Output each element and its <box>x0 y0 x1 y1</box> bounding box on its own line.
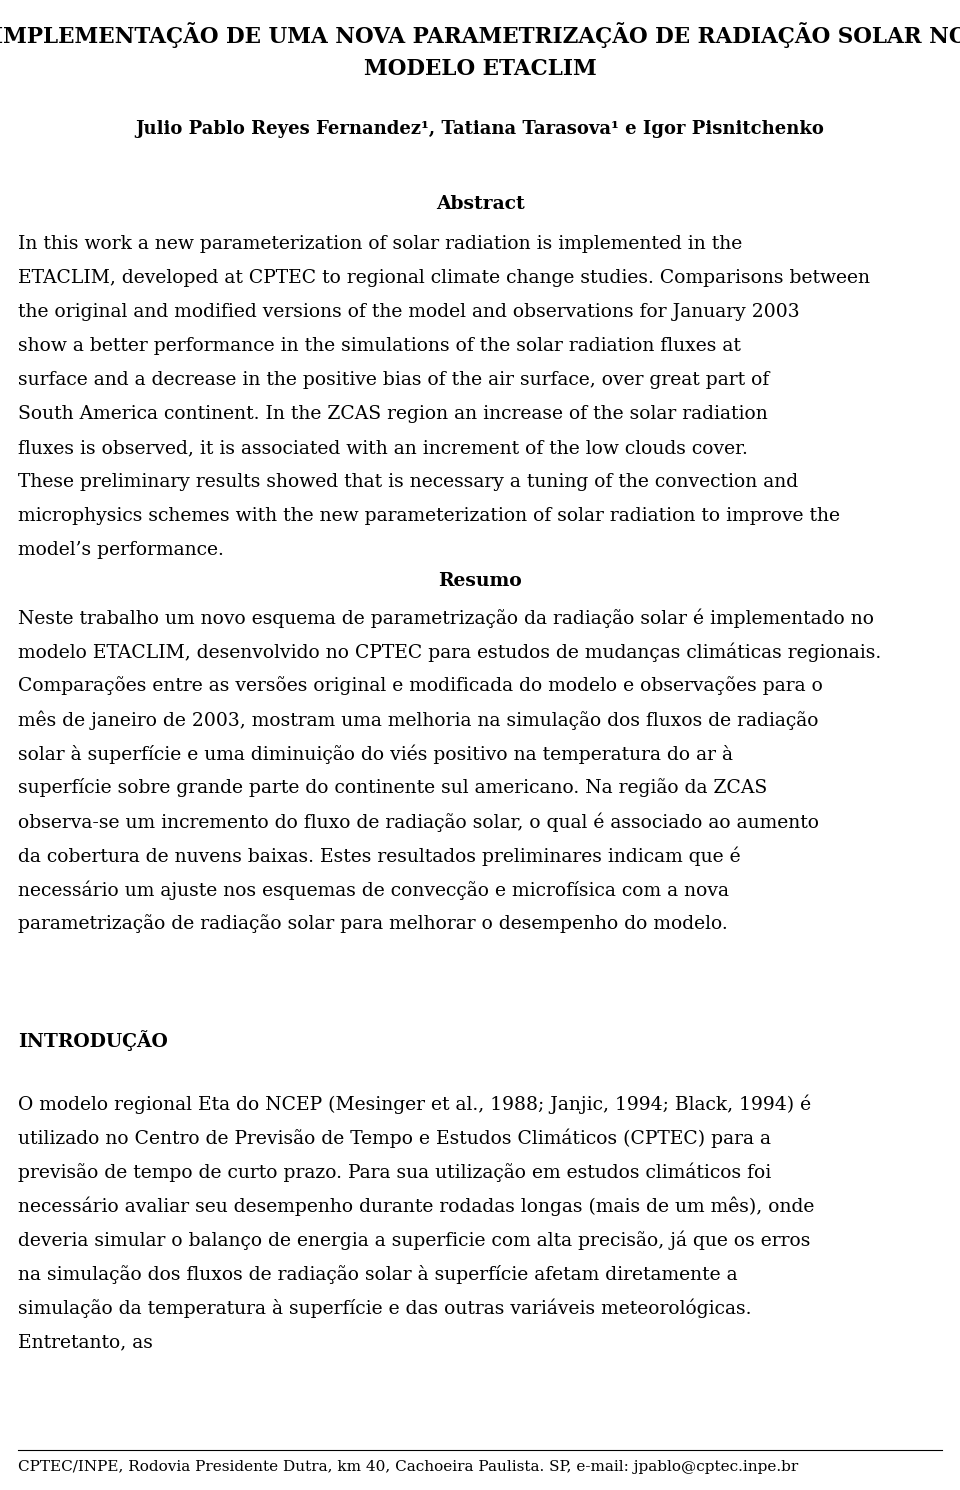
Text: utilizado no Centro de Previsão de Tempo e Estudos Climáticos (CPTEC) para a: utilizado no Centro de Previsão de Tempo… <box>18 1129 771 1149</box>
Text: model’s performance.: model’s performance. <box>18 541 224 559</box>
Text: da cobertura de nuvens baixas. Estes resultados preliminares indicam que é: da cobertura de nuvens baixas. Estes res… <box>18 846 740 866</box>
Text: the original and modified versions of the model and observations for January 200: the original and modified versions of th… <box>18 302 800 320</box>
Text: parametrização de radiação solar para melhorar o desempenho do modelo.: parametrização de radiação solar para me… <box>18 913 728 933</box>
Text: deveria simular o balanço de energia a superficie com alta precisão, já que os e: deveria simular o balanço de energia a s… <box>18 1231 810 1250</box>
Text: Resumo: Resumo <box>438 572 522 590</box>
Text: necessário um ajuste nos esquemas de convecção e microfísica com a nova: necessário um ajuste nos esquemas de con… <box>18 881 729 900</box>
Text: surface and a decrease in the positive bias of the air surface, over great part : surface and a decrease in the positive b… <box>18 371 769 389</box>
Text: These preliminary results showed that is necessary a tuning of the convection an: These preliminary results showed that is… <box>18 472 798 492</box>
Text: necessário avaliar seu desempenho durante rodadas longas (mais de um mês), onde: necessário avaliar seu desempenho durant… <box>18 1196 814 1216</box>
Text: simulação da temperatura à superfície e das outras variáveis meteorológicas.: simulação da temperatura à superfície e … <box>18 1299 752 1319</box>
Text: O modelo regional Eta do NCEP (Mesinger et al., 1988; Janjic, 1994; Black, 1994): O modelo regional Eta do NCEP (Mesinger … <box>18 1095 811 1115</box>
Text: ETACLIM, developed at CPTEC to regional climate change studies. Comparisons betw: ETACLIM, developed at CPTEC to regional … <box>18 270 870 288</box>
Text: In this work a new parameterization of solar radiation is implemented in the: In this work a new parameterization of s… <box>18 235 742 253</box>
Text: IMPLEMENTAÇÃO DE UMA NOVA PARAMETRIZAÇÃO DE RADIAÇÃO SOLAR NO: IMPLEMENTAÇÃO DE UMA NOVA PARAMETRIZAÇÃO… <box>0 22 960 48</box>
Text: na simulação dos fluxos de radiação solar à superfície afetam diretamente a: na simulação dos fluxos de radiação sola… <box>18 1265 737 1284</box>
Text: mês de janeiro de 2003, mostram uma melhoria na simulação dos fluxos de radiação: mês de janeiro de 2003, mostram uma melh… <box>18 711 819 730</box>
Text: MODELO ETACLIM: MODELO ETACLIM <box>364 58 596 80</box>
Text: solar à superfície e uma diminuição do viés positivo na temperatura do ar à: solar à superfície e uma diminuição do v… <box>18 744 733 763</box>
Text: show a better performance in the simulations of the solar radiation fluxes at: show a better performance in the simulat… <box>18 337 741 355</box>
Text: modelo ETACLIM, desenvolvido no CPTEC para estudos de mudanças climáticas region: modelo ETACLIM, desenvolvido no CPTEC pa… <box>18 642 881 662</box>
Text: observa-se um incremento do fluxo de radiação solar, o qual é associado ao aumen: observa-se um incremento do fluxo de rad… <box>18 812 819 831</box>
Text: CPTEC/INPE, Rodovia Presidente Dutra, km 40, Cachoeira Paulista. SP, e-mail: jpa: CPTEC/INPE, Rodovia Presidente Dutra, km… <box>18 1460 799 1474</box>
Text: microphysics schemes with the new parameterization of solar radiation to improve: microphysics schemes with the new parame… <box>18 507 840 524</box>
Text: South America continent. In the ZCAS region an increase of the solar radiation: South America continent. In the ZCAS reg… <box>18 405 768 423</box>
Text: fluxes is observed, it is associated with an increment of the low clouds cover.: fluxes is observed, it is associated wit… <box>18 440 748 457</box>
Text: Entretanto, as: Entretanto, as <box>18 1334 153 1351</box>
Text: superfície sobre grande parte do continente sul americano. Na região da ZCAS: superfície sobre grande parte do contine… <box>18 778 767 797</box>
Text: Abstract: Abstract <box>436 195 524 213</box>
Text: Julio Pablo Reyes Fernandez¹, Tatiana Tarasova¹ e Igor Pisnitchenko: Julio Pablo Reyes Fernandez¹, Tatiana Ta… <box>135 121 825 139</box>
Text: INTRODUÇÃO: INTRODUÇÃO <box>18 1030 168 1050</box>
Text: Neste trabalho um novo esquema de parametrização da radiação solar é implementad: Neste trabalho um novo esquema de parame… <box>18 608 874 627</box>
Text: previsão de tempo de curto prazo. Para sua utilização em estudos climáticos foi: previsão de tempo de curto prazo. Para s… <box>18 1164 771 1183</box>
Text: Comparações entre as versões original e modificada do modelo e observações para : Comparações entre as versões original e … <box>18 676 823 694</box>
